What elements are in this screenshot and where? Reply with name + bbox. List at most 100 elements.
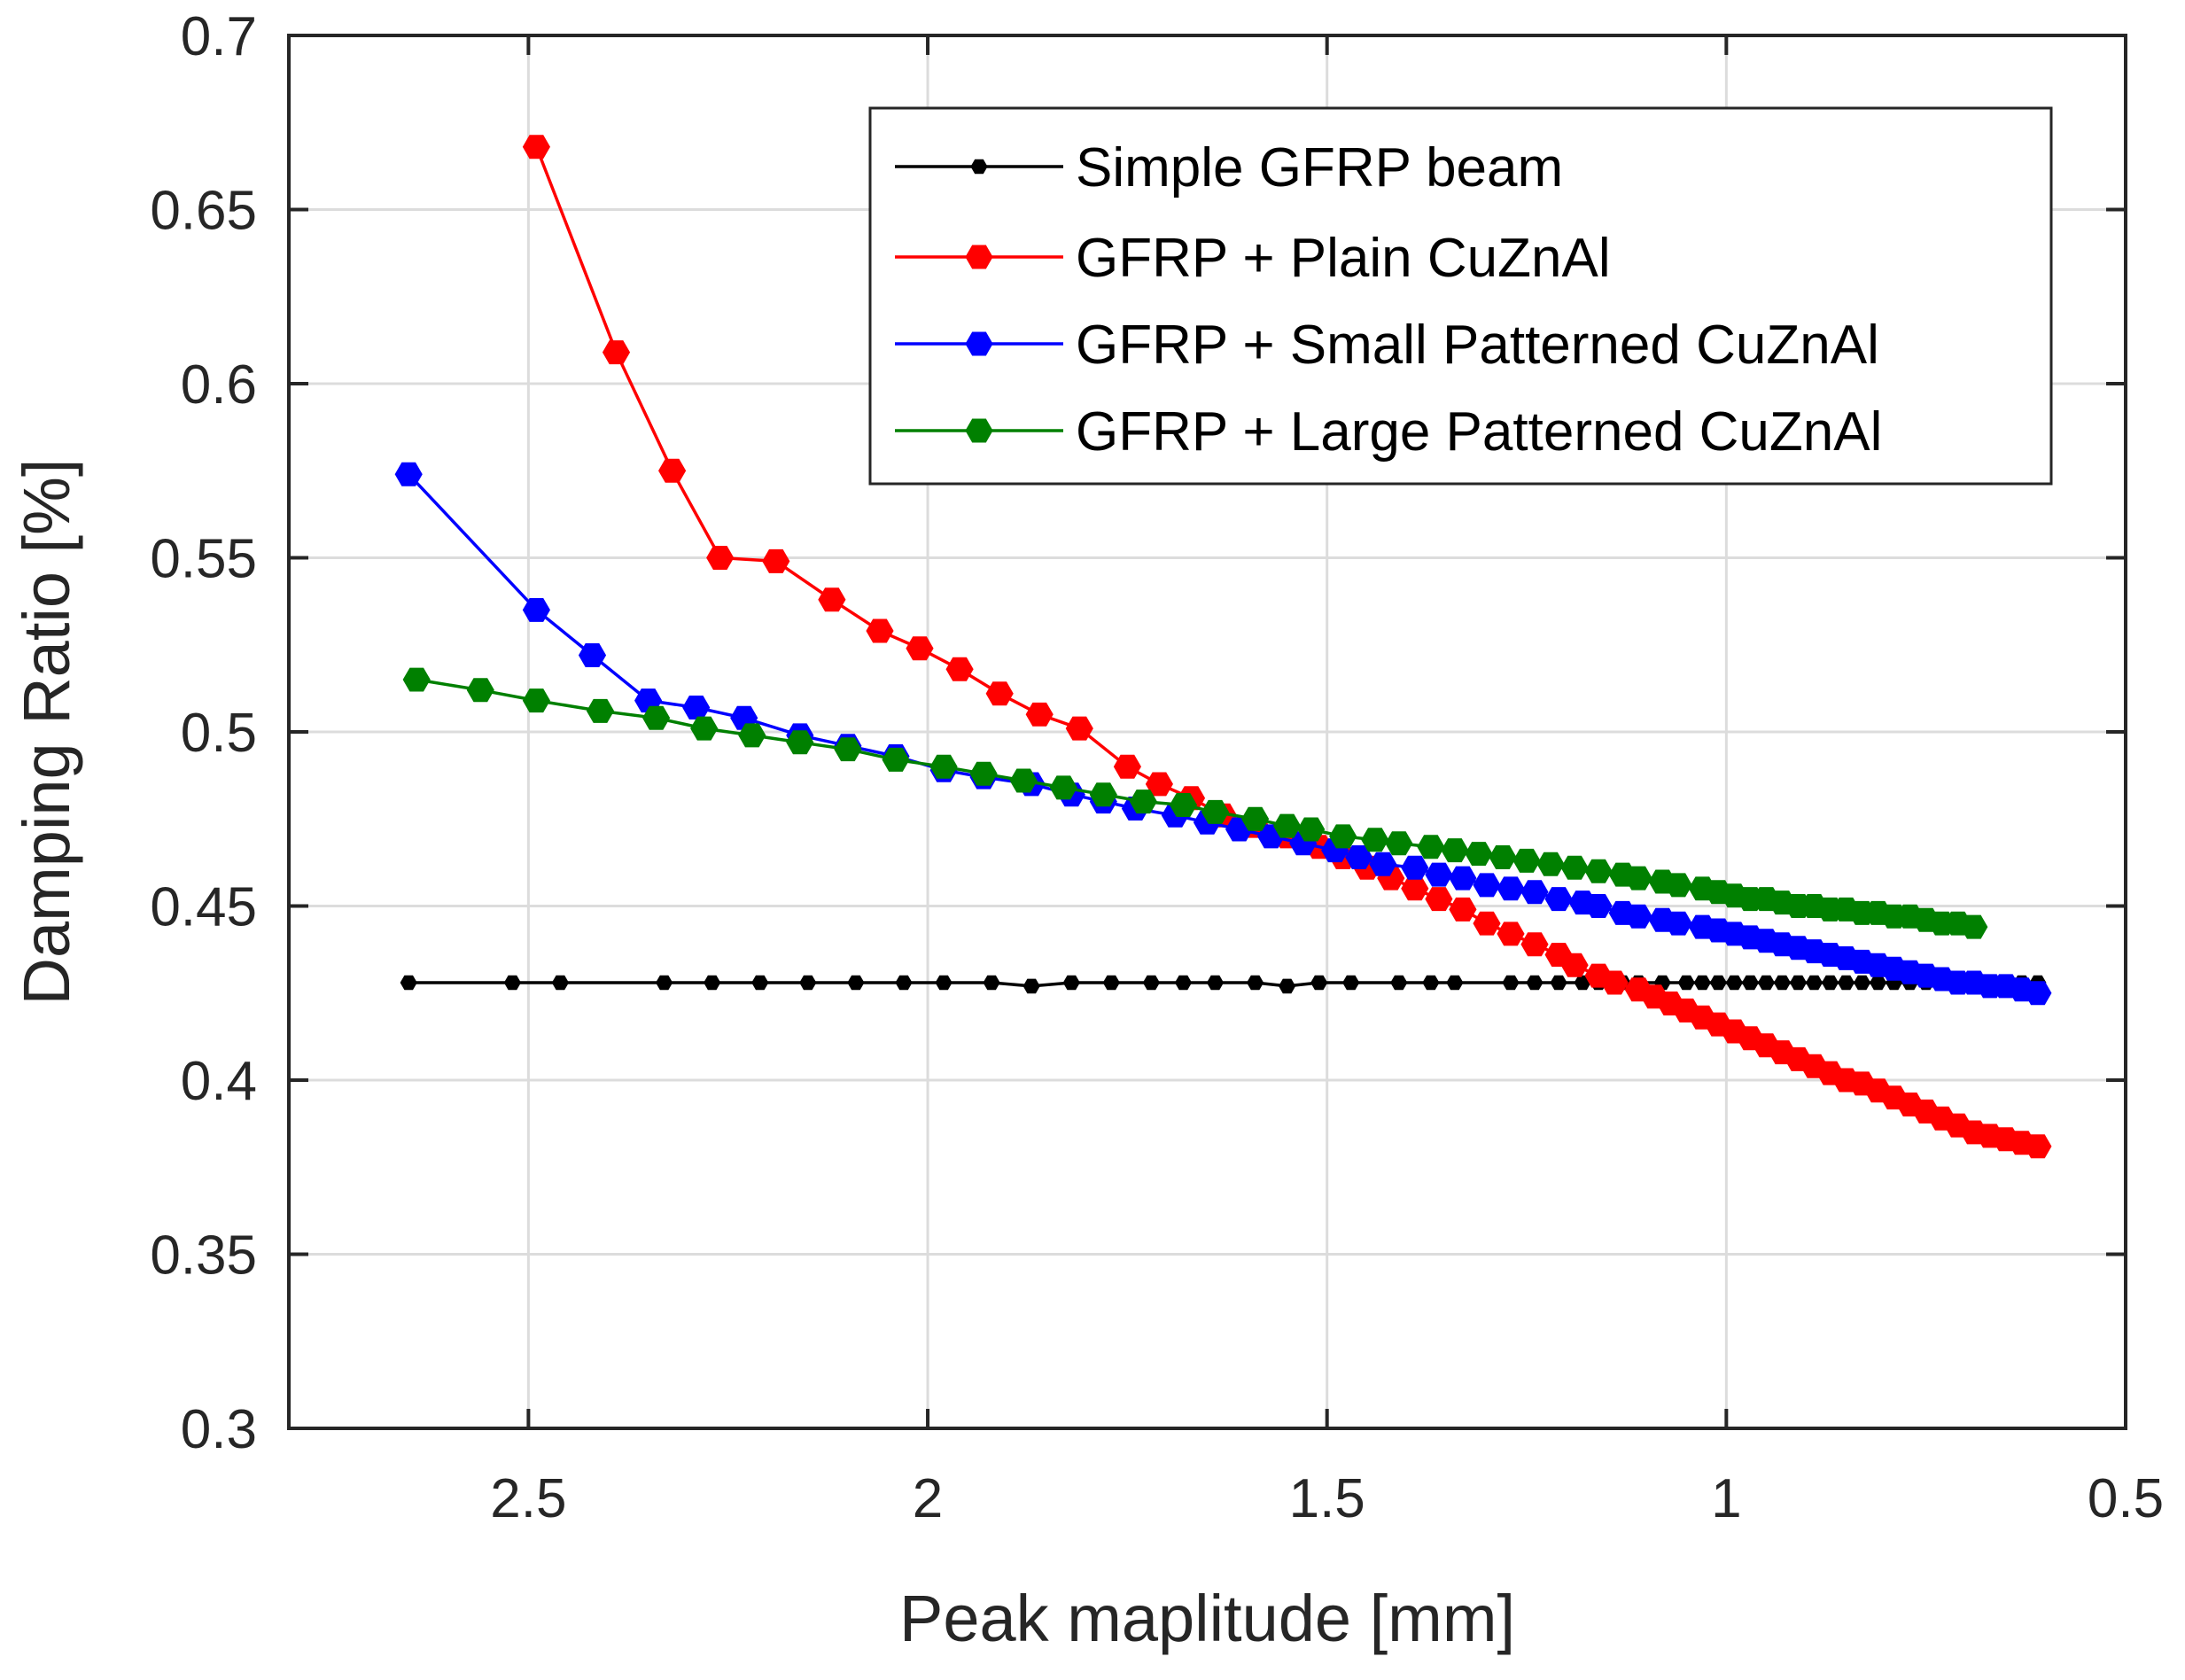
data-point xyxy=(738,723,766,748)
data-point xyxy=(1584,894,1613,918)
data-point xyxy=(1512,848,1541,873)
data-point xyxy=(1584,859,1613,883)
data-point xyxy=(466,678,494,703)
y-tick-label: 0.6 xyxy=(181,354,257,416)
data-point xyxy=(969,761,998,786)
axis-ticks: 2.5 2 1.5 1 0.5 0.3 0.35 0.4 0.45 0.5 0.55 0.6 0.65 0… xyxy=(150,6,2164,1529)
data-point xyxy=(1390,975,1408,991)
data-point xyxy=(751,975,769,991)
data-point xyxy=(866,618,894,643)
data-point xyxy=(1870,975,1887,991)
x-tick-label: 1.5 xyxy=(1289,1468,1365,1529)
data-point xyxy=(1837,975,1855,991)
data-point xyxy=(1854,975,1871,991)
legend-marker xyxy=(965,245,993,269)
data-point xyxy=(1536,852,1565,876)
data-point xyxy=(503,975,521,991)
data-point xyxy=(1502,975,1520,991)
data-point xyxy=(1709,975,1727,991)
data-point xyxy=(1465,842,1493,866)
data-point xyxy=(1497,922,1525,946)
data-point xyxy=(690,716,719,741)
data-point xyxy=(586,698,615,723)
y-tick-label: 0.5 xyxy=(181,703,257,764)
data-point xyxy=(1169,793,1198,817)
legend-marker xyxy=(965,331,993,356)
data-point xyxy=(1550,975,1567,991)
data-point xyxy=(1677,975,1695,991)
y-tick-label: 0.45 xyxy=(150,877,257,938)
data-point xyxy=(1241,806,1270,831)
data-point xyxy=(1025,702,1054,727)
data-point xyxy=(1544,887,1573,912)
data-point xyxy=(706,546,735,570)
data-point xyxy=(1624,904,1652,929)
legend-entry: GFRP + Large Patterned CuZnAl xyxy=(895,401,1882,463)
data-point xyxy=(578,643,607,667)
data-point xyxy=(1247,975,1264,991)
data-point xyxy=(1329,824,1357,849)
data-point xyxy=(1206,975,1225,991)
data-point xyxy=(1062,975,1080,991)
data-point xyxy=(1773,975,1791,991)
y-tick-label: 0.55 xyxy=(150,529,257,590)
data-point xyxy=(522,598,550,622)
data-point xyxy=(1009,768,1038,793)
data-point xyxy=(522,688,550,713)
data-point xyxy=(834,737,862,762)
data-point xyxy=(1446,975,1464,991)
x-tick-label: 1 xyxy=(1711,1468,1741,1529)
x-tick-label: 0.5 xyxy=(2088,1468,2164,1529)
x-axis-title: Peak maplitude [mm] xyxy=(899,1582,1515,1655)
data-point xyxy=(1664,873,1692,898)
legend-entry: Simple GFRP beam xyxy=(895,137,1563,198)
data-point xyxy=(786,730,814,755)
data-point xyxy=(1049,775,1077,800)
data-point xyxy=(1560,855,1589,880)
data-point xyxy=(1361,828,1389,852)
data-point xyxy=(985,681,1014,706)
y-tick-label: 0.4 xyxy=(181,1051,257,1112)
y-axis-title: Damping Ratio [%] xyxy=(10,459,83,1006)
data-point xyxy=(1805,975,1823,991)
data-point xyxy=(929,754,958,779)
data-point xyxy=(882,747,910,772)
legend: Simple GFRP beam GFRP + Plain CuZnAl GFRP … xyxy=(868,106,2053,486)
data-point xyxy=(895,975,913,991)
data-point xyxy=(1520,932,1549,957)
y-tick-label: 0.35 xyxy=(150,1225,257,1287)
data-point xyxy=(1425,862,1453,887)
data-point xyxy=(1142,975,1160,991)
data-point xyxy=(1145,772,1173,797)
data-point xyxy=(704,975,721,991)
legend-label: Simple GFRP beam xyxy=(1076,137,1563,198)
data-point xyxy=(2024,981,2052,1006)
data-point xyxy=(1342,975,1360,991)
legend-entries: Simple GFRP beam GFRP + Plain CuZnAl GFRP … xyxy=(895,137,1882,463)
series-3 xyxy=(402,667,1988,939)
data-point xyxy=(847,975,865,991)
data-point xyxy=(1449,897,1477,922)
data-point xyxy=(1560,953,1589,977)
y-tick-label: 0.3 xyxy=(181,1399,257,1460)
x-tick-label: 2 xyxy=(913,1468,943,1529)
data-point xyxy=(1664,911,1692,936)
data-point xyxy=(945,657,974,681)
x-tick-label: 2.5 xyxy=(490,1468,566,1529)
data-point xyxy=(1297,817,1326,842)
data-point xyxy=(983,975,1000,991)
data-point xyxy=(799,975,817,991)
data-point xyxy=(1201,799,1230,824)
data-point xyxy=(1279,978,1296,994)
data-point xyxy=(1497,876,1525,901)
series-layer xyxy=(394,135,2052,1159)
legend-label: GFRP + Plain CuZnAl xyxy=(1076,228,1611,289)
data-point xyxy=(818,587,846,612)
data-point xyxy=(1725,975,1743,991)
data-point xyxy=(1473,873,1501,898)
data-point xyxy=(400,975,417,991)
data-point xyxy=(762,548,790,573)
data-point xyxy=(1693,975,1711,991)
data-point xyxy=(522,135,550,159)
